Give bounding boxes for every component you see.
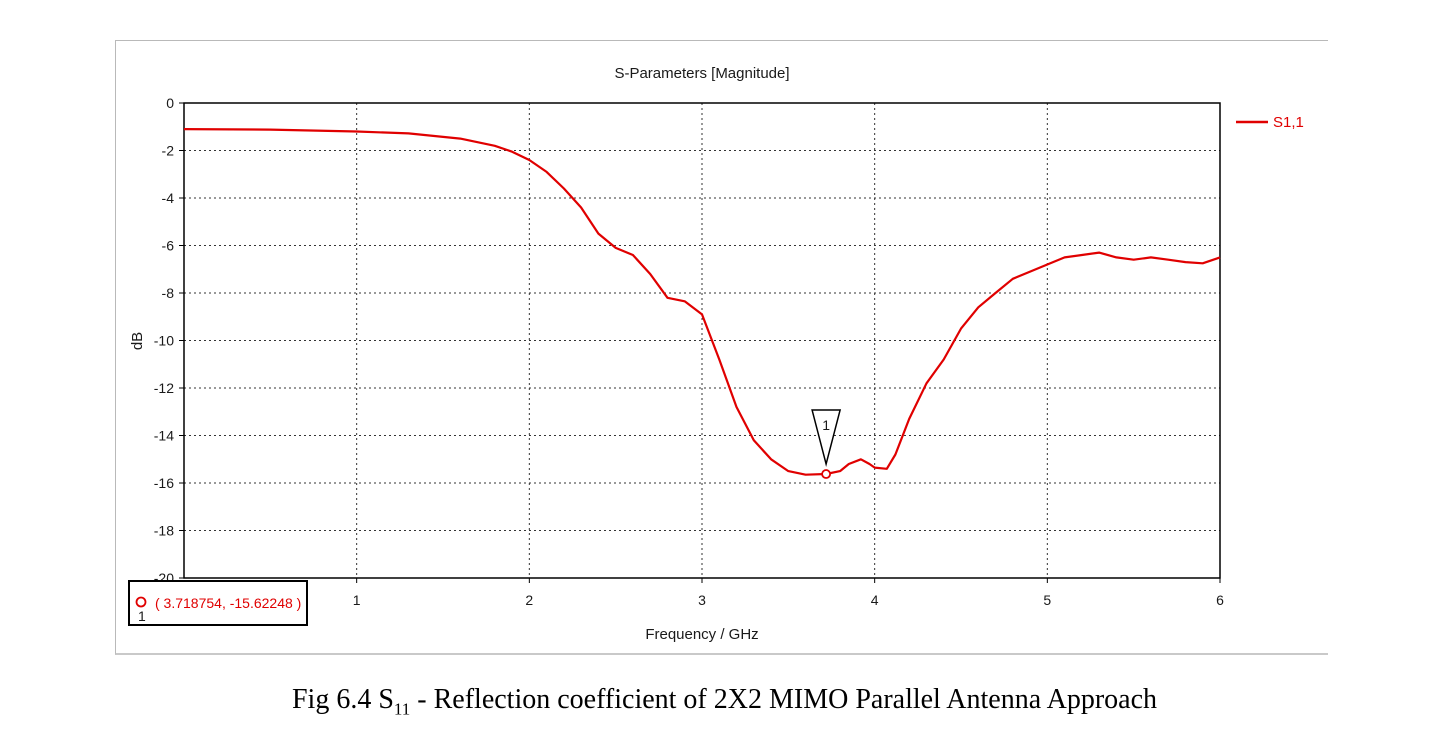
s-parameter-chart: 0-2-4-6-8-10-12-14-16-18-201 2 3 4 5 6 S-Para… (128, 65, 1304, 643)
legend-label: S1,1 (1273, 114, 1304, 131)
chart-title: S-Parameters [Magnitude] (614, 65, 789, 82)
x-tick-label: 4 (871, 592, 879, 608)
y-tick-label: -16 (154, 475, 174, 491)
tick-labels: 0-2-4-6-8-10-12-14-16-18-201 2 3 4 5 6 (154, 95, 1224, 608)
series-line-s11 (183, 128, 1221, 476)
y-tick-label: -6 (162, 238, 175, 254)
y-tick-label: -18 (154, 523, 174, 539)
marker-layer: 1 (811, 409, 842, 479)
y-tick-label: -4 (162, 190, 175, 206)
y-tick-label: -12 (154, 380, 174, 396)
marker-point (821, 469, 832, 479)
readout-marker-icon (135, 596, 147, 608)
x-axis-label: Frequency / GHz (645, 626, 758, 643)
y-tick-label: -8 (162, 285, 175, 301)
x-tick-label: 6 (1216, 592, 1224, 608)
y-tick-label: -14 (154, 428, 174, 444)
chart-panel: 0 -2 -4 -6 -8 -10 -12 -14 -16 -18 -20 1 2 3 4 5 6 S-Para… (115, 40, 1328, 655)
x-tick-label: 3 (698, 592, 706, 608)
readout-marker-label: 1 (138, 608, 146, 624)
series-layer (183, 128, 1221, 476)
marker-readout: ( 3.718754, -15.62248 ) (155, 595, 301, 611)
readout-frame (128, 580, 308, 626)
x-tick-label: 1 (353, 592, 361, 608)
y-tick-label: -2 (162, 143, 175, 159)
marker-flag (811, 409, 842, 468)
caption-prefix: Fig 6.4 S (291, 684, 394, 715)
caption-suffix: - Reflection coefficient of 2X2 MIMO Par… (410, 684, 1157, 715)
legend: S1,1 (1236, 114, 1304, 131)
marker-readout-box: 1 ( 3.718754, -15.62248 ) (128, 580, 308, 626)
x-tick-label: 2 (525, 592, 533, 608)
y-tick-label: 0 (166, 95, 174, 111)
y-axis-label: dB (129, 332, 146, 350)
y-tick-label: -10 (154, 333, 174, 349)
grid (184, 103, 1220, 578)
caption-subscript: 11 (393, 699, 411, 719)
marker-flag-label: 1 (822, 417, 830, 433)
figure-caption: Fig 6.4 S11 - Reflection coefficient of … (0, 684, 1449, 720)
x-tick-label: 5 (1043, 592, 1051, 608)
